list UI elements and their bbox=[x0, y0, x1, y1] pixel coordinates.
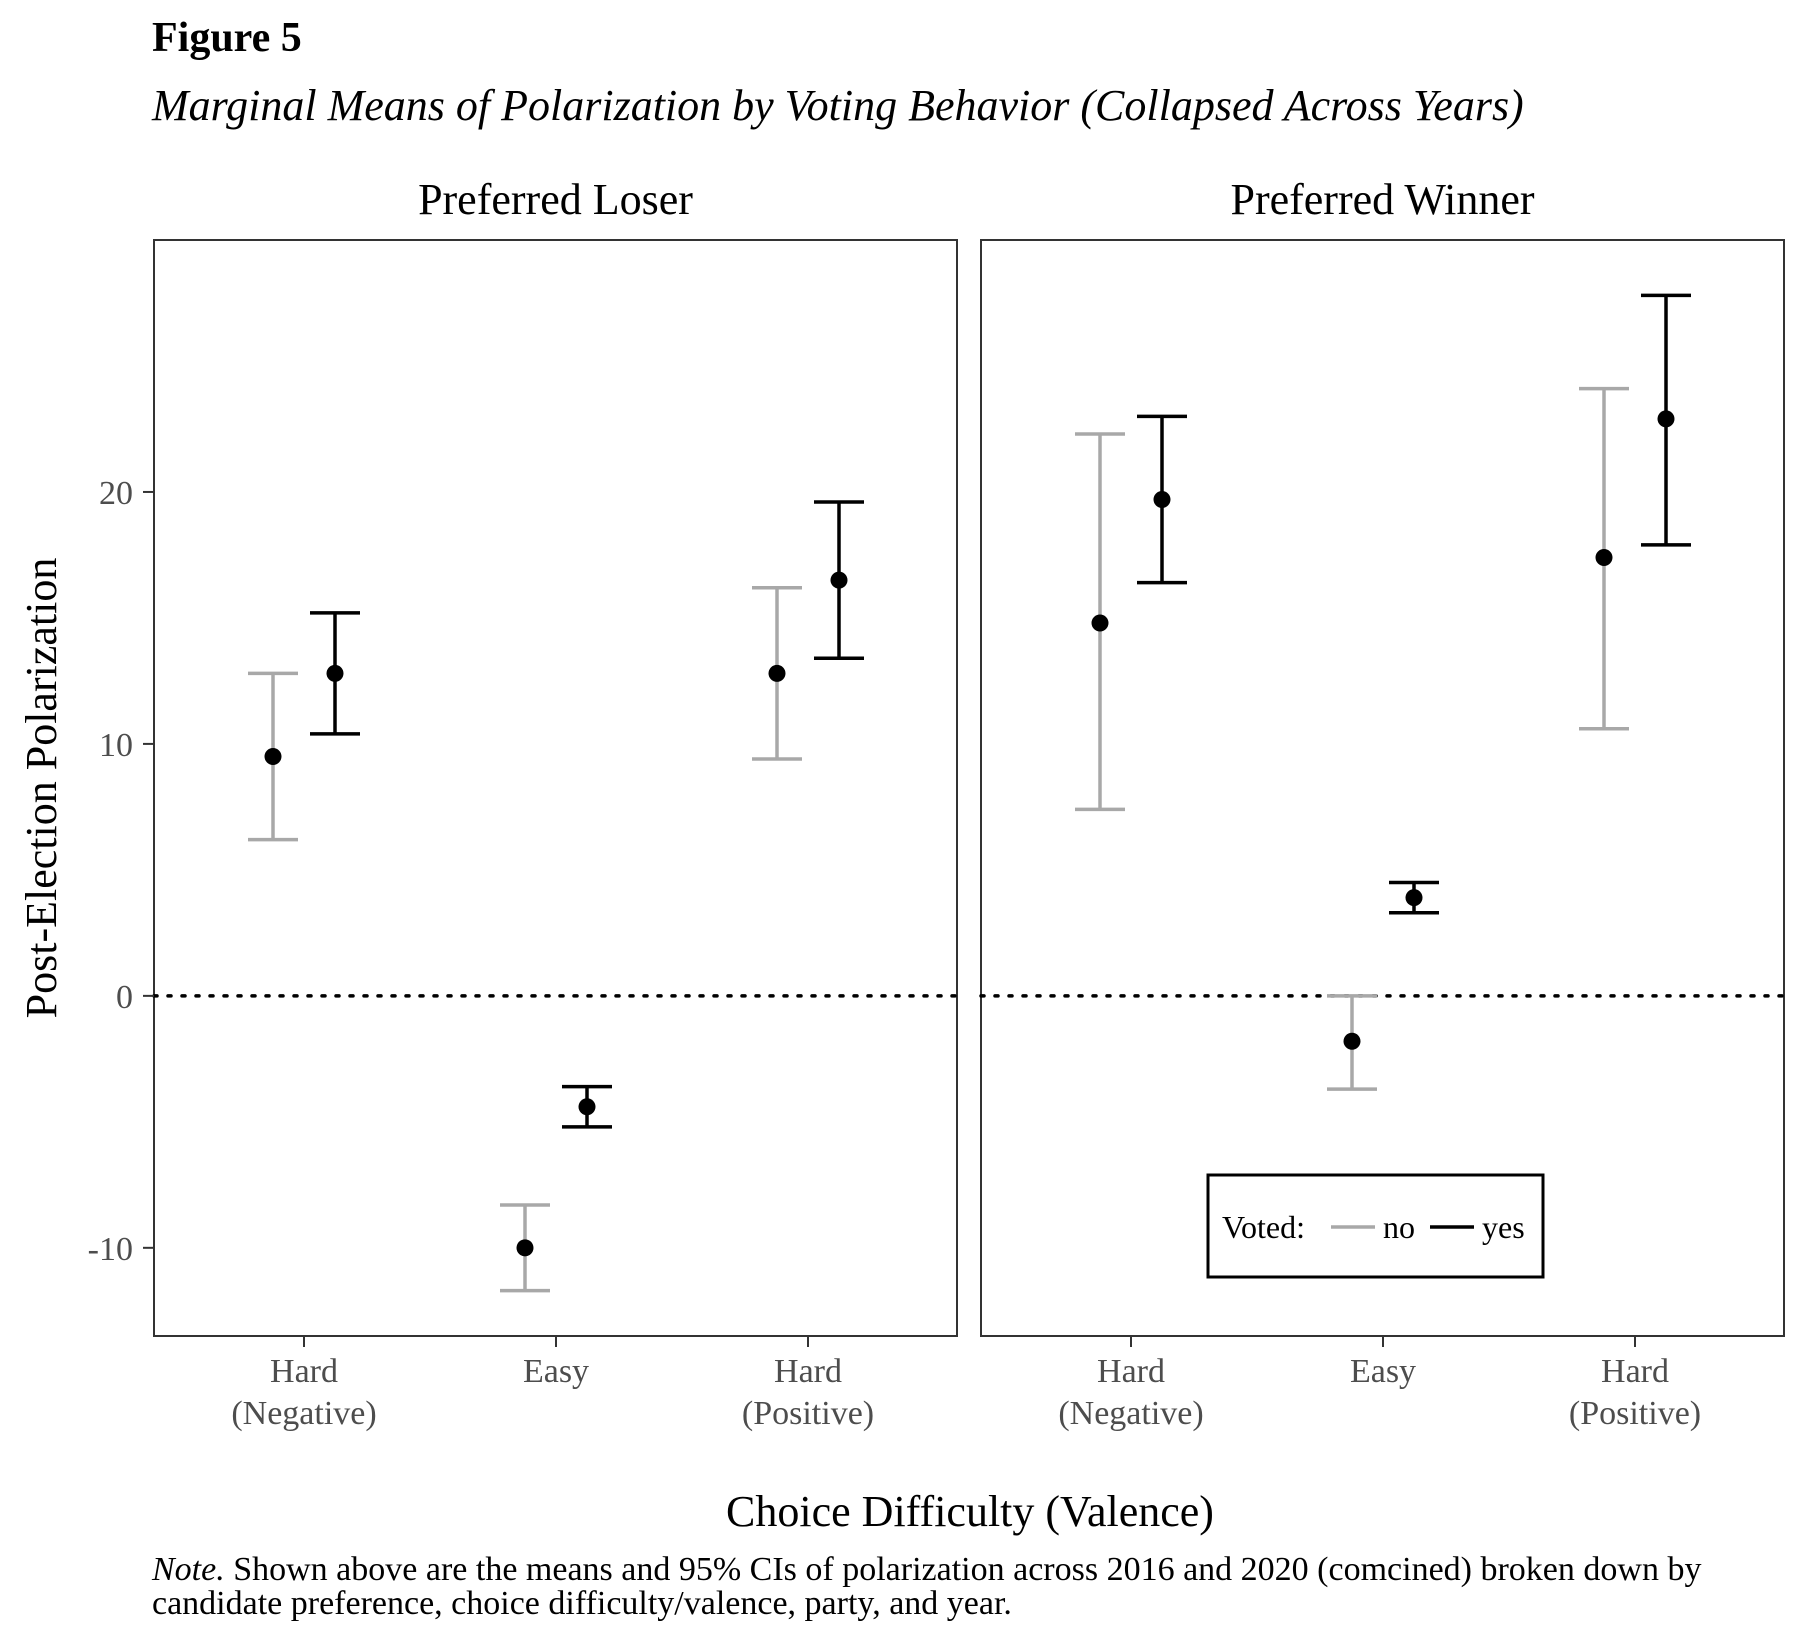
panel-title: Preferred Loser bbox=[418, 175, 693, 224]
x-tick-label: Easy bbox=[523, 1353, 589, 1390]
mean-point-yes bbox=[1657, 410, 1675, 428]
panel-title: Preferred Winner bbox=[1230, 175, 1534, 224]
x-tick-label: Easy bbox=[1350, 1353, 1416, 1390]
mean-point-no bbox=[264, 748, 282, 766]
y-tick-label: 0 bbox=[116, 979, 133, 1016]
mean-point-no bbox=[1343, 1032, 1361, 1050]
x-axis-title: Choice Difficulty (Valence) bbox=[726, 1487, 1214, 1536]
x-tick-label: Hard (Positive) bbox=[1569, 1353, 1701, 1432]
legend: Voted: no yes bbox=[1206, 1173, 1545, 1279]
mean-point-yes bbox=[1405, 889, 1423, 907]
legend-box bbox=[1206, 1173, 1545, 1279]
y-axis-title: Post-Election Polarization bbox=[17, 558, 66, 1019]
mean-point-yes bbox=[578, 1098, 596, 1116]
x-tick-label: Hard (Negative) bbox=[1058, 1353, 1203, 1432]
legend-title: Voted: bbox=[1222, 1209, 1305, 1245]
panel-preferred-winner: Preferred Winner Hard (Negative) Easy Hard (P… bbox=[979, 175, 1786, 1432]
panel-preferred-loser: Preferred Loser Hard (Negative) Easy Hard (Po… bbox=[152, 175, 959, 1432]
y-tick-label: 20 bbox=[99, 475, 133, 512]
note-text: Shown above are the means and 95% CIs of… bbox=[152, 1551, 1702, 1622]
mean-point-no bbox=[1091, 614, 1109, 632]
legend-label-no: no bbox=[1383, 1209, 1415, 1245]
mean-point-yes bbox=[830, 571, 848, 589]
mean-point-no bbox=[768, 664, 786, 682]
y-tick-label: 10 bbox=[99, 727, 133, 764]
legend-label-yes: yes bbox=[1482, 1209, 1525, 1245]
mean-point-no bbox=[516, 1239, 534, 1257]
figure-note: Note. Shown above are the means and 95% … bbox=[152, 1553, 1772, 1621]
mean-point-yes bbox=[1153, 491, 1171, 509]
mean-point-no bbox=[1595, 548, 1613, 566]
x-tick-label: Hard (Negative) bbox=[231, 1353, 376, 1432]
mean-point-yes bbox=[326, 664, 344, 682]
y-tick-label: -10 bbox=[88, 1231, 133, 1268]
note-lead: Note. bbox=[152, 1551, 225, 1588]
figure-label: Figure 5 bbox=[152, 15, 302, 61]
figure-title: Marginal Means of Polarization by Voting… bbox=[152, 81, 1524, 130]
x-tick-label: Hard (Positive) bbox=[742, 1353, 874, 1432]
